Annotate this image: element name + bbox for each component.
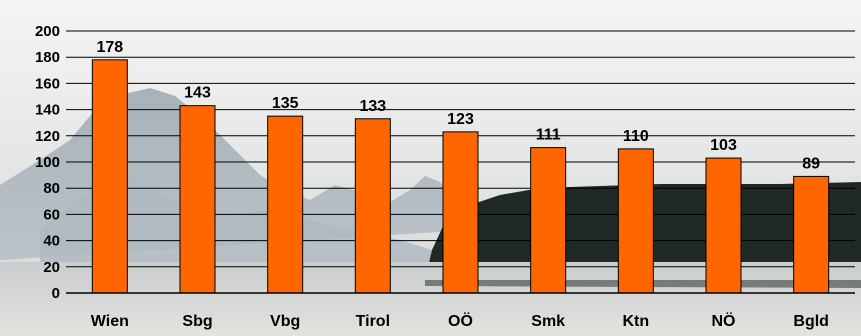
- y-tick-label: 20: [43, 259, 60, 276]
- y-tick-label: 80: [43, 180, 60, 197]
- bars: [91, 59, 830, 294]
- data-label: 111: [536, 127, 561, 144]
- data-label: 123: [447, 111, 474, 128]
- bar: [530, 147, 567, 294]
- x-tick-label: NÖ: [712, 311, 736, 330]
- y-tick-label: 0: [52, 285, 60, 302]
- x-tick-label: OÖ: [448, 311, 473, 330]
- x-tick-label: Sbg: [182, 313, 212, 330]
- data-label: 110: [623, 128, 649, 145]
- x-tick-label: Bgld: [793, 313, 829, 330]
- bar: [705, 157, 742, 294]
- data-label: 143: [184, 85, 211, 102]
- x-tick-label: Tirol: [356, 313, 390, 330]
- data-label: 133: [359, 98, 386, 115]
- y-tick-label: 100: [35, 154, 60, 171]
- bar: [179, 105, 216, 294]
- bar: [354, 118, 391, 294]
- x-tick-label: Wien: [91, 313, 129, 330]
- bar: [617, 148, 654, 294]
- x-tick-label: Smk: [531, 313, 565, 330]
- y-tick-label: 40: [43, 233, 60, 250]
- bar: [267, 115, 304, 294]
- x-tick-label: Vbg: [270, 313, 300, 330]
- data-label: 178: [96, 39, 123, 56]
- y-tick-label: 60: [43, 206, 60, 223]
- y-axis-tick-labels: 0 20 40 60 80 100 120 140 160 180 200: [35, 23, 60, 302]
- y-tick-label: 200: [35, 23, 60, 40]
- y-tick-label: 180: [35, 49, 60, 66]
- bar: [91, 59, 128, 294]
- bar: [793, 175, 830, 294]
- data-label: 89: [802, 155, 820, 172]
- data-label: 135: [272, 95, 299, 112]
- bar: [442, 131, 479, 294]
- y-tick-label: 160: [35, 75, 60, 92]
- x-axis-category-labels: Wien Sbg Vbg Tirol OÖ Smk Ktn NÖ Bgld: [91, 311, 829, 330]
- x-tick-label: Ktn: [623, 313, 650, 330]
- data-label: 103: [710, 137, 737, 154]
- y-tick-label: 140: [35, 102, 60, 119]
- value-labels: 178 143 135 133 123 111 110 103 89: [96, 39, 820, 173]
- y-tick-label: 120: [35, 128, 60, 145]
